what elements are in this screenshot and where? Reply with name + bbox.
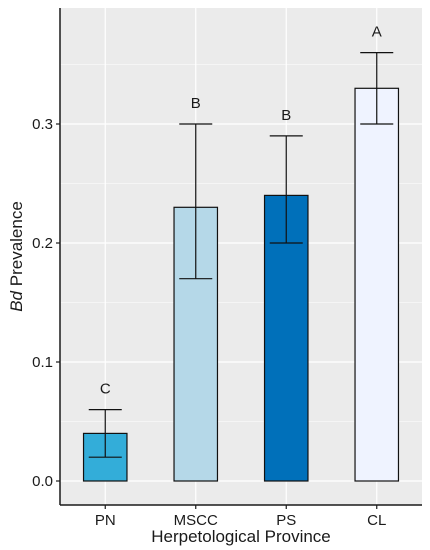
error-bars bbox=[88, 51, 394, 458]
significance-letter: B bbox=[281, 107, 291, 124]
x-tick-label: PN bbox=[95, 512, 116, 529]
x-tick-label: CL bbox=[367, 512, 386, 529]
y-axis-title-rest: Prevalence bbox=[7, 201, 26, 291]
y-tick-label: 0.2 bbox=[32, 235, 53, 252]
x-axis-title: Herpetological Province bbox=[151, 527, 331, 546]
significance-letter: A bbox=[372, 24, 382, 41]
x-tick-label: MSCC bbox=[174, 512, 218, 529]
significance-letter: B bbox=[191, 95, 201, 112]
y-tick-label: 0.1 bbox=[32, 354, 53, 371]
bars bbox=[82, 87, 400, 482]
y-axis-title: Bd Prevalence bbox=[7, 201, 26, 312]
significance-letter: C bbox=[100, 381, 111, 398]
bar-cl bbox=[354, 87, 400, 482]
y-axis-title-italic: Bd bbox=[7, 290, 26, 311]
y-axis-ticks: 0.0 0.1 0.2 0.3 bbox=[32, 116, 60, 490]
y-tick-label: 0.3 bbox=[32, 116, 53, 133]
x-tick-label: PS bbox=[276, 512, 296, 529]
x-axis-ticks: PN MSCC PS CL bbox=[95, 505, 386, 529]
y-tick-label: 0.0 bbox=[32, 473, 53, 490]
significance-letters: C B B A bbox=[100, 24, 382, 398]
